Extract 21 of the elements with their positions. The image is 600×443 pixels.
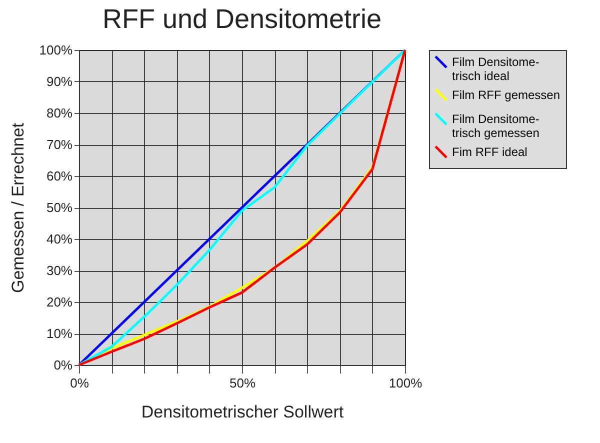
legend-label: Film Densitome- trisch ideal — [452, 55, 540, 83]
x-tick-label: 0% — [70, 376, 90, 390]
y-axis-title: Gemessen / Errechnet — [8, 122, 28, 294]
y-tick-label: 80% — [46, 106, 73, 120]
y-tick-label: 50% — [46, 200, 73, 215]
legend-label: Film Densitome- trisch gemessen — [452, 112, 540, 140]
y-tick-label: 10% — [46, 326, 73, 341]
x-tick-label: 50% — [229, 376, 256, 390]
x-tick-label: 100% — [388, 376, 423, 390]
y-tick-label: 70% — [46, 137, 73, 152]
y-tick-label: 60% — [46, 168, 73, 184]
legend-label: Film RFF gemessen — [452, 88, 560, 102]
y-tick-label: 40% — [46, 232, 73, 246]
y-tick-label: 0% — [54, 358, 73, 372]
legend-label: Fim RFF ideal — [452, 145, 528, 159]
y-tick-label: 90% — [46, 74, 73, 89]
x-axis-title: Densitometrischer Sollwert — [141, 402, 344, 422]
y-tick-label: 20% — [46, 294, 73, 310]
y-tick-label: 100% — [39, 42, 73, 58]
y-tick-label: 30% — [46, 263, 73, 278]
chart-title: RFF und Densitometrie — [102, 4, 382, 34]
